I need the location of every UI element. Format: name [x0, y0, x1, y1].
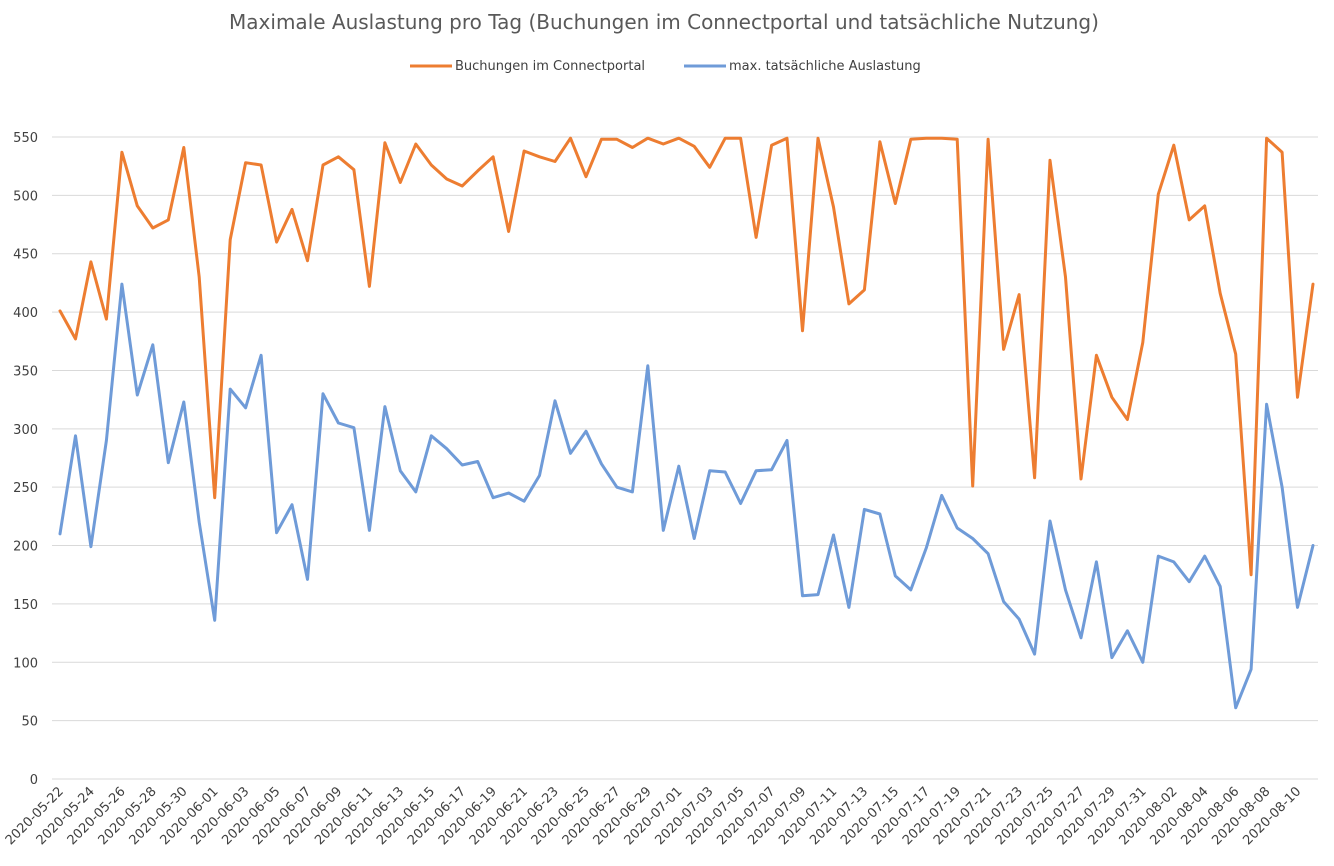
y-tick-label: 250	[13, 481, 38, 496]
y-tick-label: 50	[21, 715, 38, 730]
y-tick-label: 400	[13, 306, 38, 321]
series-line-actual-usage	[58, 282, 1315, 710]
y-tick-label: 150	[13, 598, 38, 613]
y-axis-tick-labels: 0 50 100 150 200 250 300 350 400 450 500 550	[13, 131, 38, 788]
x-axis-tick-labels: 2020-05-222020-05-242020-05-262020-05-28…	[3, 784, 1305, 848]
y-tick-label: 100	[13, 656, 38, 671]
y-tick-label: 550	[13, 131, 38, 146]
y-tick-label: 500	[13, 189, 38, 204]
y-tick-label: 300	[13, 423, 38, 438]
series-lines	[58, 136, 1315, 710]
legend-label-bookings: Buchungen im Connectportal	[455, 59, 645, 74]
y-tick-label: 200	[13, 540, 38, 555]
y-tick-label: 450	[13, 248, 38, 263]
gridlines	[52, 136, 1318, 780]
y-tick-label: 350	[13, 364, 38, 379]
legend-label-actual-usage: max. tatsächliche Auslastung	[729, 59, 921, 74]
chart-title: Maximale Auslastung pro Tag (Buchungen i…	[229, 10, 1099, 34]
legend: Buchungen im Connectportal max. tatsächl…	[410, 59, 921, 74]
series-line-bookings	[58, 136, 1315, 577]
y-tick-label: 0	[30, 773, 38, 788]
